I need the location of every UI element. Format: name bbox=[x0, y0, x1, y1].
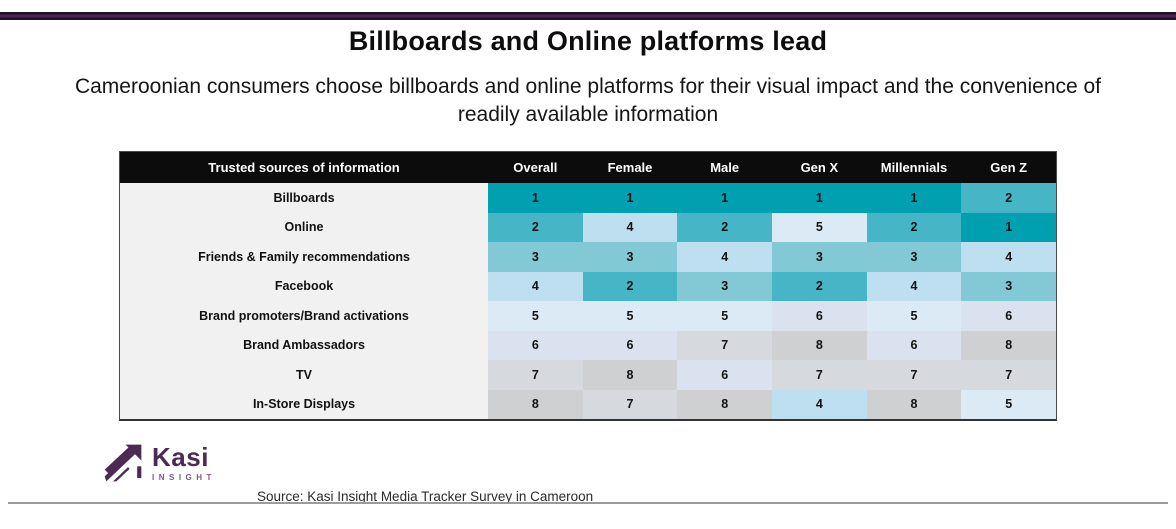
rank-cell: 2 bbox=[488, 212, 583, 242]
rank-cell: 7 bbox=[677, 330, 773, 360]
logo-subtitle: INSIGHT bbox=[152, 473, 216, 482]
rank-cell: 8 bbox=[866, 389, 962, 419]
table-row: Billboards 1 1 1 1 1 2 bbox=[120, 183, 1057, 213]
rank-cell: 4 bbox=[961, 242, 1057, 272]
rank-cell: 5 bbox=[488, 301, 583, 331]
rank-cell: 2 bbox=[677, 212, 773, 242]
page-subtitle: Cameroonian consumers choose billboards … bbox=[74, 75, 1102, 126]
rank-cell: 6 bbox=[677, 360, 773, 390]
rank-cell: 2 bbox=[582, 271, 678, 301]
table-header-row: Trusted sources of information Overall F… bbox=[120, 152, 1056, 183]
table-corner-header: Trusted sources of information bbox=[208, 160, 400, 175]
rank-cell: 6 bbox=[866, 330, 962, 360]
rank-cell: 8 bbox=[772, 330, 867, 360]
kasi-logo: Kasi INSIGHT bbox=[103, 443, 216, 483]
row-label: Facebook bbox=[120, 271, 488, 301]
rank-cell: 2 bbox=[772, 271, 867, 301]
rank-cell: 6 bbox=[582, 330, 678, 360]
rank-cell: 4 bbox=[866, 271, 962, 301]
rank-cell: 4 bbox=[677, 242, 773, 272]
table-row: Facebook 4 2 3 2 4 3 bbox=[120, 271, 1057, 301]
column-header-millennials: Millennials bbox=[880, 160, 948, 175]
rank-cell: 5 bbox=[866, 301, 962, 331]
rank-cell: 3 bbox=[961, 271, 1057, 301]
row-label: Brand promoters/Brand activations bbox=[120, 301, 488, 331]
table-row: Brand promoters/Brand activations 5 5 5 6 5 6 bbox=[120, 301, 1057, 331]
row-label: Billboards bbox=[120, 183, 488, 213]
rank-cell: 8 bbox=[677, 389, 773, 419]
row-label: TV bbox=[120, 360, 488, 390]
rank-cell: 1 bbox=[677, 183, 773, 213]
rank-cell: 7 bbox=[961, 360, 1057, 390]
rank-cell: 1 bbox=[772, 183, 867, 213]
rank-cell: 1 bbox=[961, 212, 1057, 242]
column-header-genz: Gen Z bbox=[990, 160, 1028, 175]
rank-cell: 3 bbox=[582, 242, 678, 272]
rank-cell: 8 bbox=[488, 389, 583, 419]
column-header-overall: Overall bbox=[513, 160, 558, 175]
table-row: Friends & Family recommendations 3 3 4 3 3 4 bbox=[120, 242, 1057, 272]
column-header-male: Male bbox=[710, 160, 740, 175]
column-header-genx: Gen X bbox=[800, 160, 839, 175]
rank-cell: 1 bbox=[582, 183, 678, 213]
rank-cell: 3 bbox=[772, 242, 867, 272]
row-label: Online bbox=[120, 212, 488, 242]
rank-cell: 2 bbox=[961, 183, 1057, 213]
rank-cell: 4 bbox=[488, 271, 583, 301]
rank-cell: 4 bbox=[772, 389, 867, 419]
rank-cell: 6 bbox=[772, 301, 867, 331]
table-row: Brand Ambassadors 6 6 7 8 6 8 bbox=[120, 330, 1057, 360]
rank-cell: 5 bbox=[772, 212, 867, 242]
page-title: Billboards and Online platforms lead bbox=[348, 26, 828, 56]
logo-name: Kasi bbox=[152, 442, 209, 472]
source-note: Source: Kasi Insight Media Tracker Surve… bbox=[257, 452, 884, 529]
rank-cell: 5 bbox=[677, 301, 773, 331]
row-label: Brand Ambassadors bbox=[120, 330, 488, 360]
table-row: In-Store Displays 8 7 8 4 8 5 bbox=[120, 389, 1057, 419]
source-line-1: Source: Kasi Insight Media Tracker Surve… bbox=[257, 489, 594, 504]
row-label: Friends & Family recommendations bbox=[120, 242, 488, 272]
rank-cell: 3 bbox=[488, 242, 583, 272]
rank-cell: 7 bbox=[488, 360, 583, 390]
rank-cell: 6 bbox=[488, 330, 583, 360]
rank-cell: 7 bbox=[866, 360, 962, 390]
table-body: Billboards 1 1 1 1 1 2 Online 2 4 2 5 2 1 Friends & Fa… bbox=[120, 183, 1057, 419]
rank-cell: 8 bbox=[582, 360, 678, 390]
rank-cell: 4 bbox=[582, 212, 678, 242]
table-row: Online 2 4 2 5 2 1 bbox=[120, 212, 1057, 242]
rank-cell: 5 bbox=[582, 301, 678, 331]
accent-top-bar bbox=[0, 12, 1176, 20]
rank-cell: 1 bbox=[488, 183, 583, 213]
bottom-divider bbox=[8, 502, 1168, 504]
rank-cell: 7 bbox=[772, 360, 867, 390]
rank-cell: 2 bbox=[866, 212, 962, 242]
row-label: In-Store Displays bbox=[120, 389, 488, 419]
kasi-arrow-icon bbox=[104, 444, 142, 482]
logo-text: Kasi INSIGHT bbox=[152, 444, 216, 482]
rank-cell: 1 bbox=[866, 183, 962, 213]
rank-cell: 3 bbox=[866, 242, 962, 272]
rank-cell: 3 bbox=[677, 271, 773, 301]
rank-cell: 6 bbox=[961, 301, 1057, 331]
rank-cell: 8 bbox=[961, 330, 1057, 360]
table-row: TV 7 8 6 7 7 7 bbox=[120, 360, 1057, 390]
rank-cell: 5 bbox=[961, 389, 1057, 419]
rank-cell: 7 bbox=[582, 389, 678, 419]
trusted-sources-table: Trusted sources of information Overall F… bbox=[119, 151, 1057, 421]
column-header-female: Female bbox=[607, 160, 653, 175]
